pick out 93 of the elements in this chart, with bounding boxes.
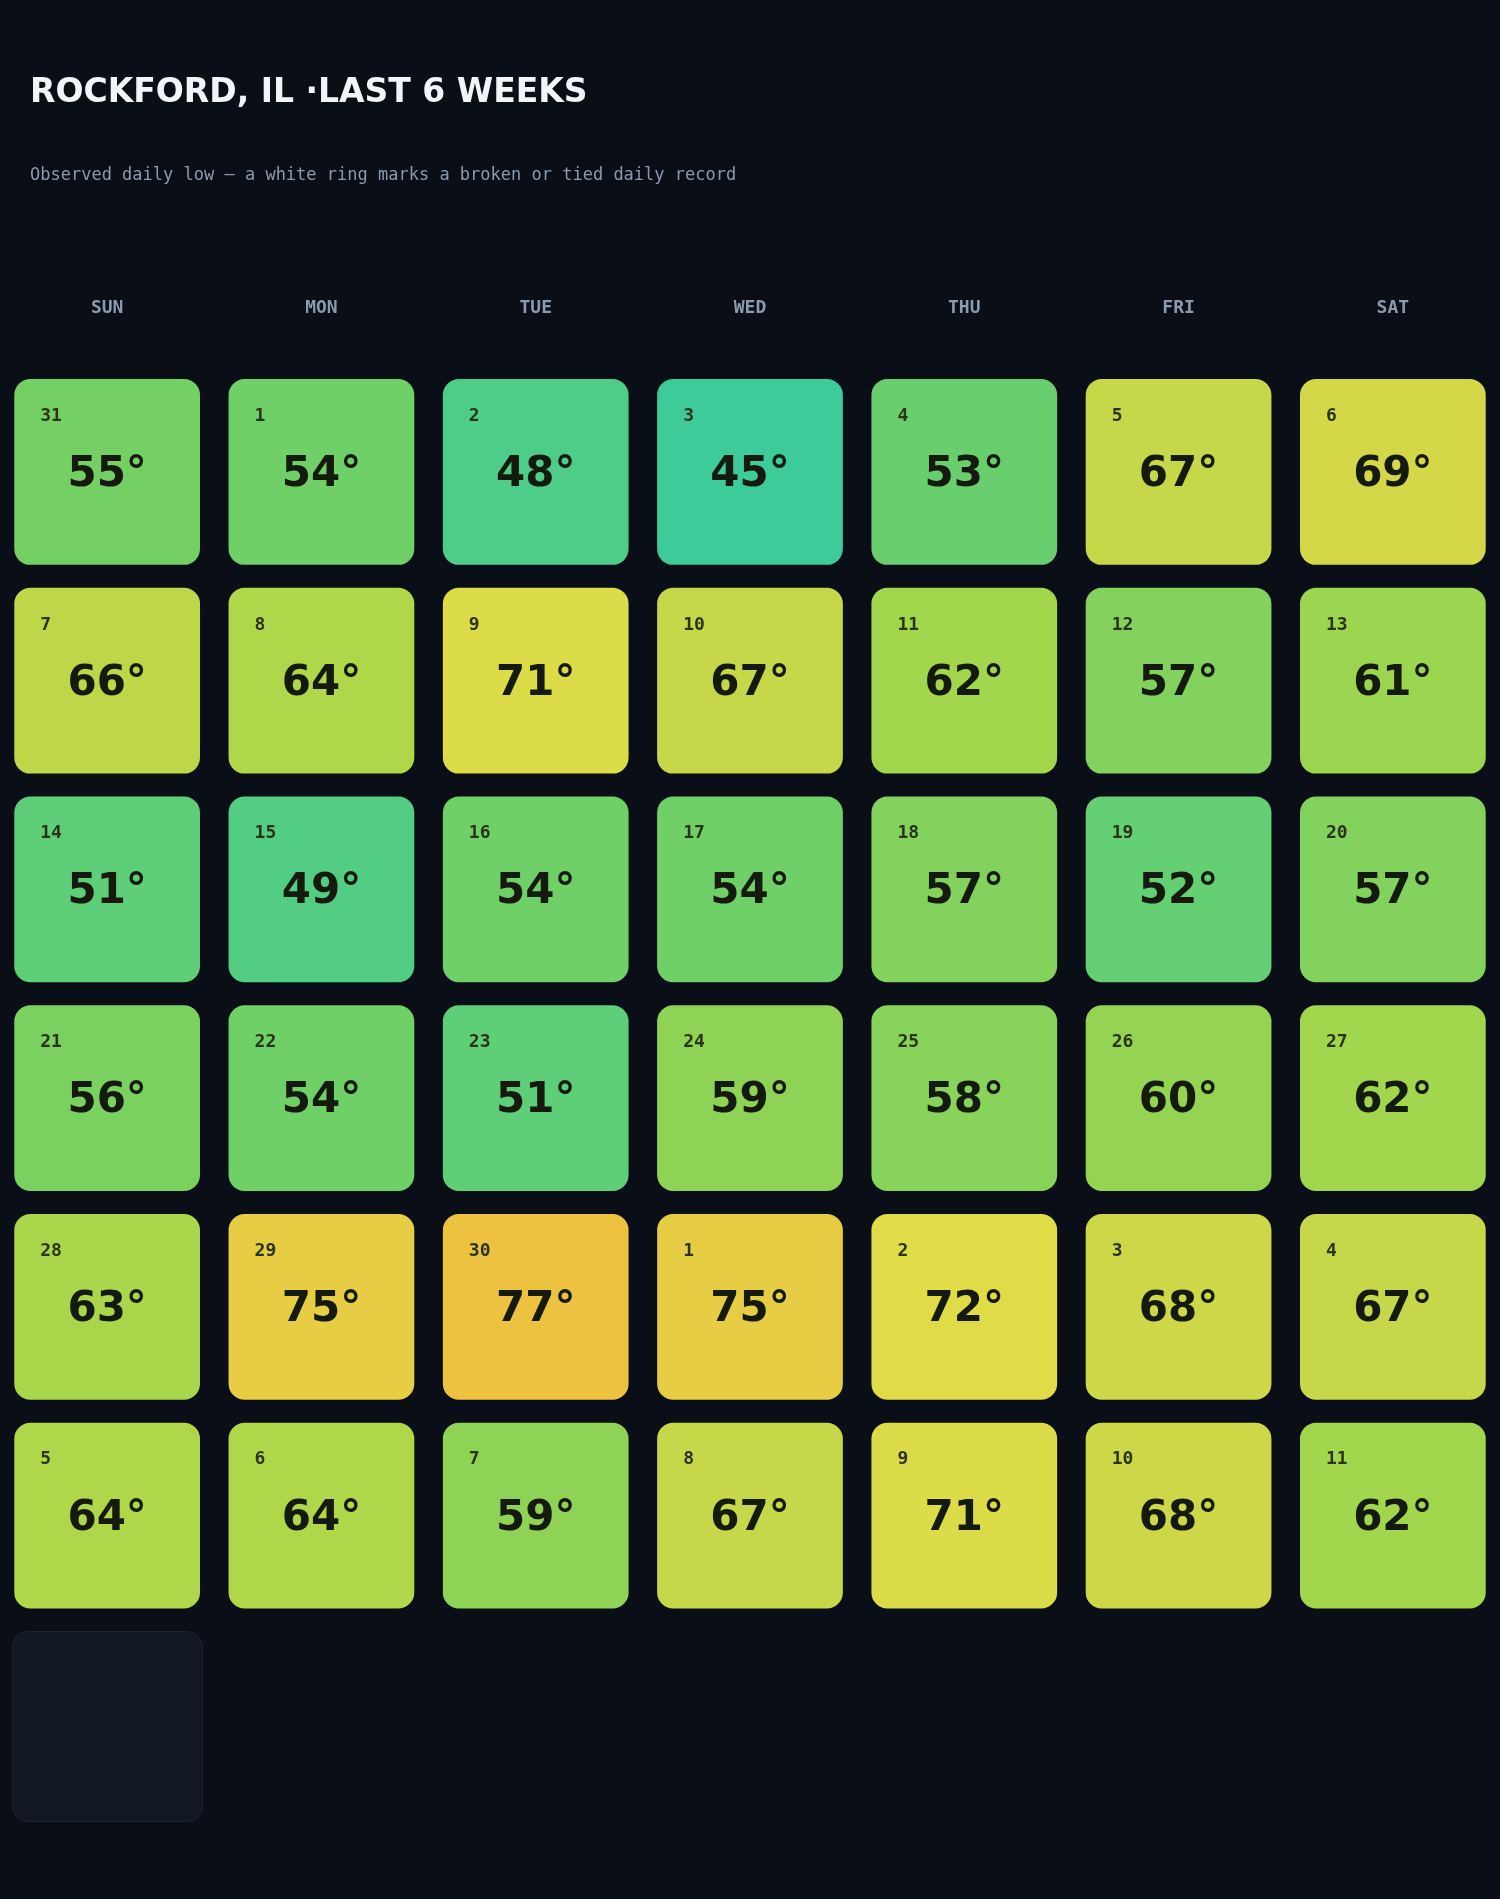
annotation: 10	[1111, 1447, 1134, 1469]
annotation: 4	[897, 403, 909, 425]
annotation: 23	[468, 1029, 491, 1051]
x-tick-label: THU	[948, 296, 981, 318]
data-label: 75°	[281, 1281, 362, 1331]
annotation: 19	[1111, 821, 1134, 843]
annotation: 2	[468, 403, 480, 425]
data-label: 68°	[1138, 1281, 1219, 1331]
chart-title: ROCKFORD, IL ·LAST 6 WEEKS	[30, 70, 588, 110]
data-label: 51°	[495, 1073, 576, 1123]
annotation: 6	[254, 1447, 266, 1469]
data-label: 71°	[495, 655, 576, 705]
data-label: 62°	[924, 655, 1005, 705]
data-label: 54°	[281, 1073, 362, 1123]
x-tick-label: SAT	[1376, 296, 1410, 318]
data-label: 54°	[495, 864, 576, 914]
annotation: 21	[40, 1029, 62, 1051]
annotation: 17	[683, 821, 705, 843]
annotation: 31	[40, 403, 62, 425]
data-label: 62°	[1353, 1073, 1433, 1123]
annotation: 8	[254, 612, 266, 634]
annotation: 9	[468, 612, 480, 634]
x-tick-label: MON	[305, 296, 338, 318]
annotation: 30	[468, 1238, 491, 1260]
data-label: 56°	[67, 1073, 147, 1123]
data-label: 67°	[710, 655, 790, 705]
annotation: 9	[897, 1447, 909, 1469]
annotation: 14	[40, 821, 63, 843]
data-label: 51°	[67, 864, 147, 914]
data-label: 67°	[1353, 1281, 1433, 1331]
data-label: 59°	[495, 1490, 576, 1540]
data-label: 48°	[495, 447, 576, 497]
annotation: 28	[40, 1238, 62, 1260]
data-label: 69°	[1353, 447, 1433, 497]
annotation: 10	[683, 612, 705, 634]
annotation: 25	[897, 1029, 920, 1051]
annotation: 3	[1111, 1238, 1123, 1260]
annotation: 8	[683, 1447, 694, 1469]
data-label: 71°	[924, 1490, 1005, 1540]
annotation: 12	[1111, 612, 1134, 634]
data-label: 64°	[281, 655, 362, 705]
data-label: 45°	[710, 447, 790, 497]
x-tick-label: FRI	[1162, 296, 1195, 318]
data-label: 60°	[1138, 1073, 1219, 1123]
data-label: 75°	[710, 1281, 790, 1331]
data-label: 68°	[1138, 1490, 1219, 1540]
annotation: 4	[1325, 1238, 1337, 1260]
annotation: 1	[254, 403, 266, 425]
data-label: 57°	[1353, 864, 1433, 914]
x-tick-label: TUE	[519, 296, 552, 318]
annotation: 1	[683, 1238, 694, 1260]
annotation: 6	[1325, 403, 1337, 425]
annotation: 26	[1111, 1029, 1134, 1051]
x-tick-label: SUN	[90, 296, 124, 318]
annotation: 7	[468, 1447, 480, 1469]
data-label: 59°	[710, 1073, 790, 1123]
annotation: 15	[254, 821, 277, 843]
data-label: 54°	[710, 864, 790, 914]
x-tick-label: WED	[733, 296, 767, 318]
annotation: 2	[897, 1238, 909, 1260]
annotation: 29	[254, 1238, 277, 1260]
data-label: 64°	[281, 1490, 362, 1540]
data-label: 62°	[1353, 1490, 1433, 1540]
data-label: 57°	[1138, 655, 1219, 705]
data-label: 66°	[67, 655, 147, 705]
annotation: 11	[897, 612, 920, 634]
data-label: 52°	[1138, 864, 1219, 914]
data-label: 63°	[67, 1281, 147, 1331]
data-label: 54°	[281, 447, 362, 497]
data-label: 67°	[1138, 447, 1219, 497]
annotation: 20	[1325, 821, 1348, 843]
data-label: 67°	[710, 1490, 790, 1540]
data-label: 49°	[281, 864, 362, 914]
annotation: 7	[40, 612, 52, 634]
data-label: 57°	[924, 864, 1005, 914]
annotation: 18	[897, 821, 920, 843]
data-label: 53°	[924, 447, 1005, 497]
data-label: 72°	[924, 1281, 1005, 1331]
annotation: 5	[40, 1447, 52, 1469]
data-label: 77°	[495, 1281, 576, 1331]
data-label: 58°	[924, 1073, 1005, 1123]
annotation: 13	[1325, 612, 1348, 634]
annotation: 5	[1111, 403, 1123, 425]
annotation: 3	[683, 403, 694, 425]
annotation: 16	[468, 821, 491, 843]
annotation: 11	[1325, 1447, 1348, 1469]
annotation: 24	[683, 1029, 705, 1051]
data-label: 55°	[67, 447, 147, 497]
data-label: 64°	[67, 1490, 147, 1540]
data-label: 61°	[1353, 655, 1433, 705]
annotation: 27	[1325, 1029, 1348, 1051]
annotation: 22	[254, 1029, 277, 1051]
chart-subtitle: Observed daily low — a white ring marks a broken or tied daily record	[30, 164, 737, 185]
